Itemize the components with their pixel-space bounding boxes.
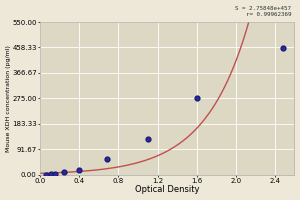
Point (62, 170, 67, 174)
Point (52, 172, 57, 175)
Point (280, 46, 285, 49)
Y-axis label: Mouse XDH concentration (pg/ml): Mouse XDH concentration (pg/ml) (6, 45, 10, 152)
Point (194, 97, 199, 100)
Text: S = 2.75848e+457
r= 0.99962369: S = 2.75848e+457 r= 0.99962369 (235, 6, 291, 17)
Point (77, 168, 82, 171)
Point (44, 173, 48, 176)
X-axis label: Optical Density: Optical Density (135, 185, 200, 194)
Point (104, 158, 109, 161)
Point (48, 173, 53, 176)
Point (145, 137, 150, 141)
